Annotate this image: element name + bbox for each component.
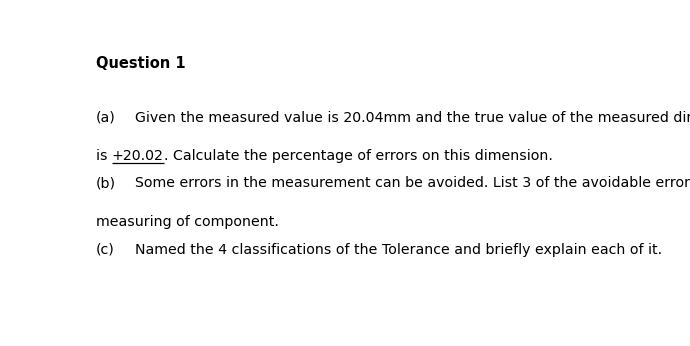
Text: measuring of component.: measuring of component.	[96, 215, 279, 229]
Text: (a): (a)	[96, 111, 116, 125]
Text: is: is	[96, 149, 112, 163]
Text: Given the measured value is 20.04mm and the true value of the measured dimension: Given the measured value is 20.04mm and …	[135, 111, 690, 125]
Text: Question 1: Question 1	[96, 56, 186, 71]
Text: Named the 4 classifications of the Tolerance and briefly explain each of it.: Named the 4 classifications of the Toler…	[135, 243, 662, 257]
Text: Some errors in the measurement can be avoided. List 3 of the avoidable errors in: Some errors in the measurement can be av…	[135, 176, 690, 190]
Text: . Calculate the percentage of errors on this dimension.: . Calculate the percentage of errors on …	[164, 149, 553, 163]
Text: +20.02: +20.02	[112, 149, 164, 163]
Text: (b): (b)	[96, 176, 116, 190]
Text: (c): (c)	[96, 243, 115, 257]
